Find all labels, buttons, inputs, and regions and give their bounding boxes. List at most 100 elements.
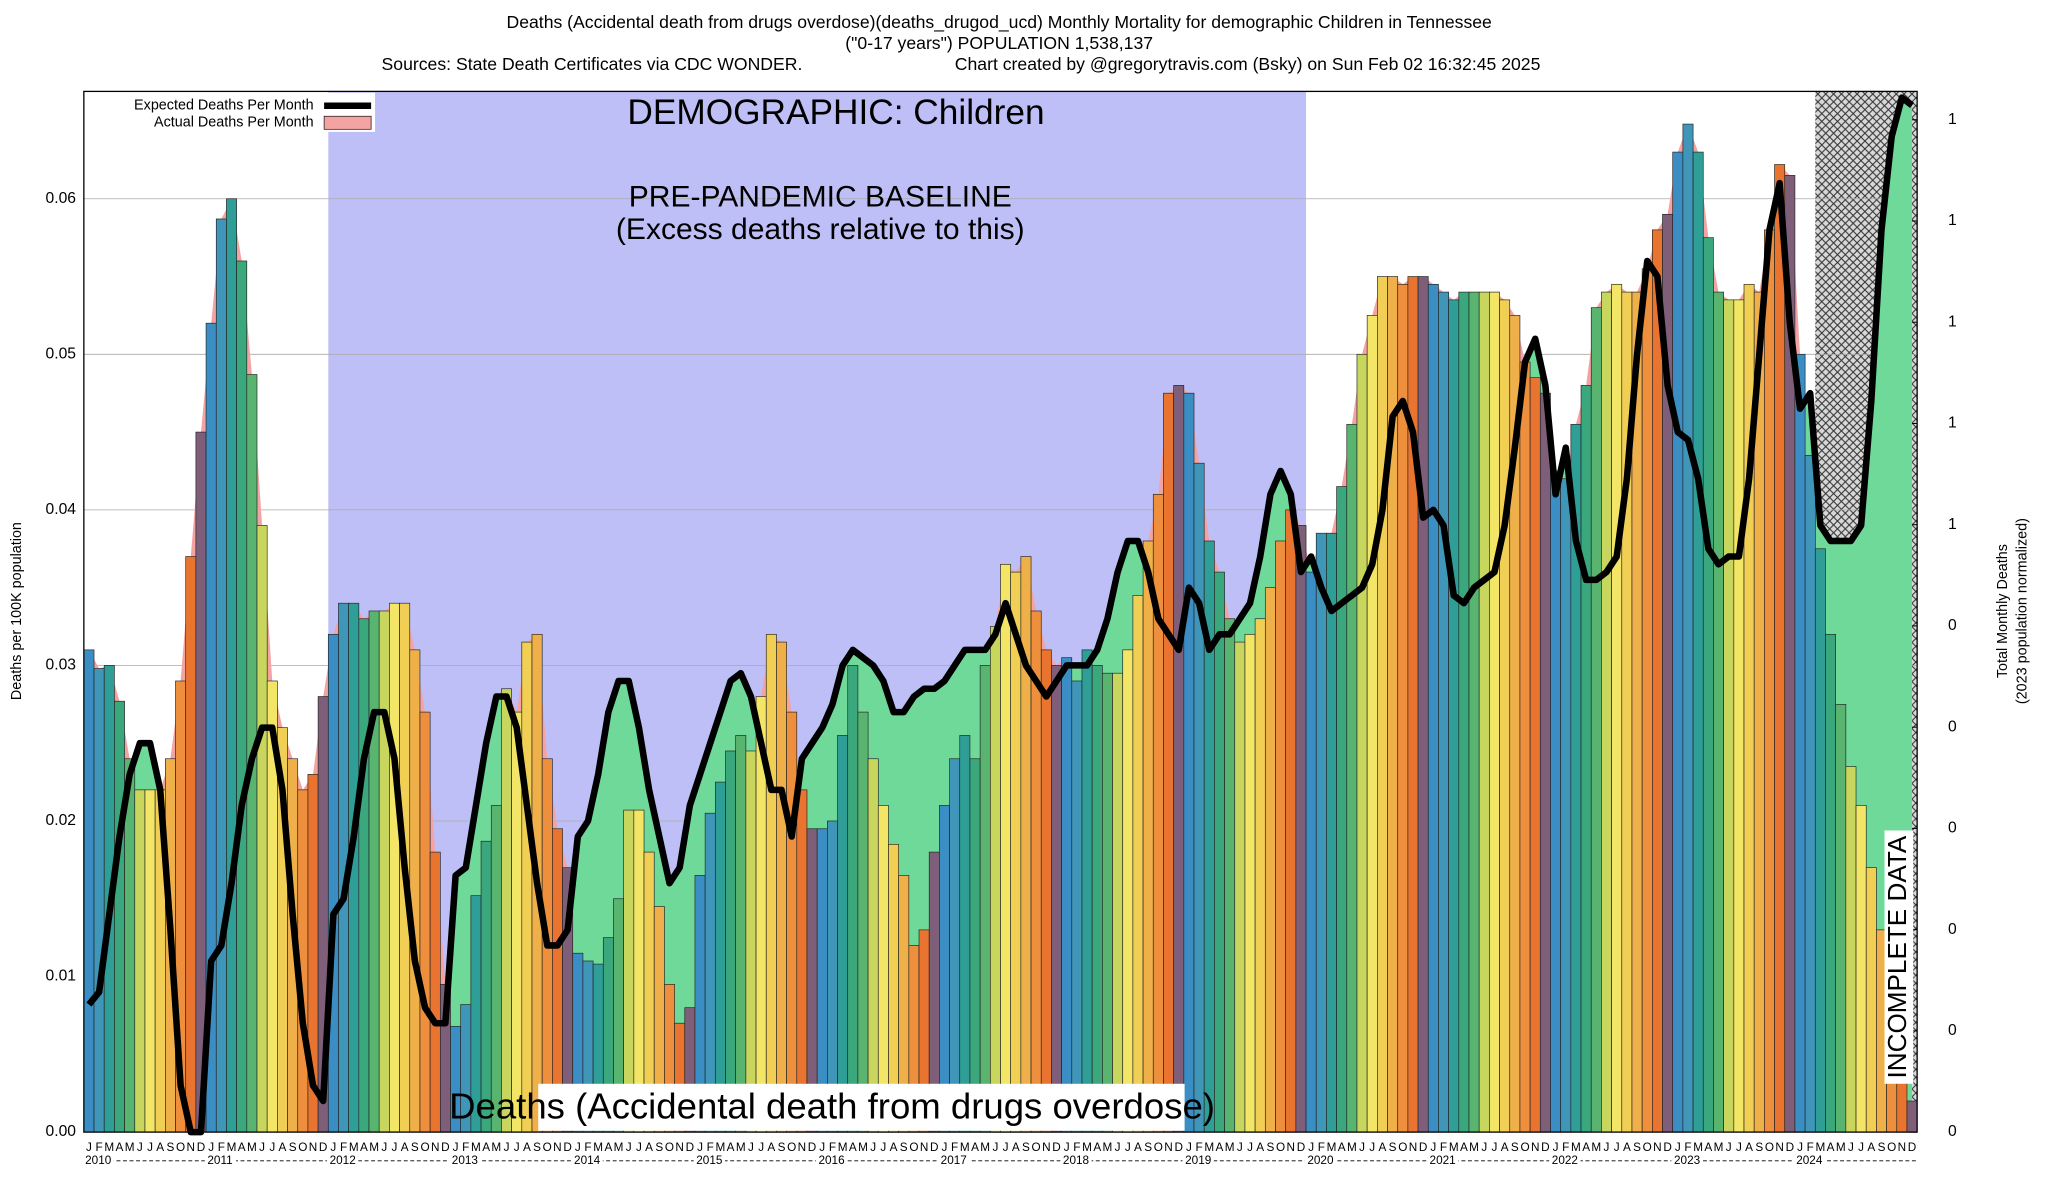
annotation: PRE-PANDEMIC BASELINE bbox=[629, 180, 1012, 213]
x-tick-label: F bbox=[340, 1141, 347, 1154]
x-tick-label: M bbox=[1449, 1141, 1459, 1154]
x-tick-label: J bbox=[1247, 1141, 1253, 1154]
x-tick-label: F bbox=[1318, 1141, 1325, 1154]
x-tick-label: M bbox=[1225, 1141, 1235, 1154]
x-tick-label: A bbox=[1501, 1141, 1509, 1154]
x-tick-label: J bbox=[1115, 1141, 1121, 1154]
year-bg bbox=[693, 1154, 725, 1168]
bar bbox=[358, 618, 370, 1133]
year-label: 2018 bbox=[1063, 1154, 1090, 1167]
x-tick-label: M bbox=[838, 1141, 848, 1154]
x-tick-label: J bbox=[330, 1141, 336, 1154]
x-tick-label: J bbox=[1604, 1141, 1610, 1154]
x-tick-label: M bbox=[369, 1141, 379, 1154]
x-tick-label: O bbox=[176, 1141, 185, 1154]
annotation: (Excess deaths relative to this) bbox=[616, 213, 1025, 246]
y-tick-label: 0.04 bbox=[46, 501, 77, 518]
x-tick-label: J bbox=[1492, 1141, 1498, 1154]
x-tick-label: S bbox=[1633, 1141, 1641, 1154]
year-label: 2024 bbox=[1796, 1154, 1823, 1167]
x-tick-label: A bbox=[1012, 1141, 1020, 1154]
bar bbox=[1000, 563, 1012, 1133]
x-tick-label: M bbox=[491, 1141, 501, 1154]
bar bbox=[521, 641, 533, 1133]
bar bbox=[1519, 361, 1531, 1133]
x-tick-label: J bbox=[758, 1141, 764, 1154]
x-tick-label: M bbox=[1204, 1141, 1214, 1154]
x-tick-label: M bbox=[125, 1141, 135, 1154]
x-tick-label: F bbox=[1684, 1141, 1691, 1154]
x-tick-label: M bbox=[980, 1141, 990, 1154]
year-label: 2016 bbox=[818, 1154, 845, 1167]
x-tick-label: J bbox=[1064, 1141, 1070, 1154]
y-tick-label: 0.01 bbox=[46, 968, 76, 985]
x-tick-label: J bbox=[147, 1141, 153, 1154]
y2-tick-label: 0 bbox=[1948, 820, 1957, 837]
y2-axis-title: (2023 population normalized) bbox=[2015, 518, 2031, 704]
y2-axis-title: Total Monthly Deaths bbox=[1995, 544, 2011, 678]
bar bbox=[949, 758, 961, 1133]
x-tick-label: N bbox=[1653, 1141, 1662, 1154]
year-bg bbox=[326, 1154, 359, 1168]
x-tick-label: J bbox=[514, 1141, 520, 1154]
x-tick-label: M bbox=[1103, 1141, 1113, 1154]
x-tick-label: D bbox=[1786, 1141, 1795, 1154]
bar bbox=[1672, 151, 1684, 1133]
bar bbox=[959, 735, 971, 1133]
year-bg bbox=[449, 1154, 481, 1168]
bar bbox=[1102, 672, 1113, 1133]
x-tick-label: J bbox=[636, 1141, 642, 1154]
bar bbox=[1407, 276, 1419, 1133]
x-tick-label: S bbox=[289, 1141, 297, 1154]
bar bbox=[1702, 237, 1714, 1133]
bar bbox=[409, 649, 421, 1133]
x-tick-label: M bbox=[1082, 1141, 1092, 1154]
x-tick-label: D bbox=[1297, 1141, 1306, 1154]
x-tick-label: A bbox=[1338, 1141, 1346, 1154]
bar bbox=[867, 758, 879, 1133]
x-tick-label: S bbox=[900, 1141, 908, 1154]
chart-title: Deaths (Accidental death from drugs over… bbox=[507, 12, 1493, 33]
bar bbox=[215, 218, 227, 1133]
x-tick-label: A bbox=[604, 1141, 612, 1154]
x-tick-label: A bbox=[238, 1141, 246, 1154]
x-tick-label: A bbox=[1256, 1141, 1264, 1154]
bar bbox=[1835, 703, 1847, 1133]
x-tick-label: F bbox=[1073, 1141, 1080, 1154]
y-axis-title: Deaths per 100K population bbox=[9, 522, 25, 700]
x-tick-label: S bbox=[411, 1141, 419, 1154]
sources: Sources: State Death Certificates via CD… bbox=[382, 54, 803, 74]
x-tick-label: J bbox=[1736, 1141, 1742, 1154]
x-tick-label: J bbox=[1553, 1141, 1559, 1154]
bar bbox=[1448, 299, 1460, 1133]
bar bbox=[1285, 509, 1297, 1133]
x-tick-label: S bbox=[1511, 1141, 1519, 1154]
x-tick-label: J bbox=[992, 1141, 998, 1154]
year-bg bbox=[204, 1154, 237, 1168]
bar bbox=[989, 626, 1001, 1133]
x-tick-label: A bbox=[523, 1141, 531, 1154]
bar bbox=[714, 781, 726, 1133]
bar bbox=[1326, 532, 1337, 1133]
x-tick-label: N bbox=[431, 1141, 440, 1154]
x-tick-label: O bbox=[787, 1141, 796, 1154]
annotation-bg bbox=[1884, 830, 1914, 1084]
x-tick-label: J bbox=[1359, 1141, 1365, 1154]
x-tick-label: A bbox=[1460, 1141, 1468, 1154]
legend-label: Expected Deaths Per Month bbox=[134, 98, 314, 114]
x-tick-label: M bbox=[593, 1141, 603, 1154]
bar bbox=[786, 711, 798, 1133]
year-label: 2013 bbox=[452, 1154, 479, 1167]
bar bbox=[1193, 462, 1205, 1133]
x-tick-label: J bbox=[697, 1141, 703, 1154]
x-tick-label: J bbox=[137, 1141, 143, 1154]
x-tick-label: A bbox=[360, 1141, 368, 1154]
bar bbox=[1794, 353, 1806, 1133]
x-tick-label: A bbox=[971, 1141, 979, 1154]
bar bbox=[1550, 470, 1561, 1133]
y-tick-label: 0.06 bbox=[46, 190, 77, 207]
x-tick-label: F bbox=[1807, 1141, 1814, 1154]
x-tick-label: A bbox=[1704, 1141, 1712, 1154]
bar bbox=[236, 260, 248, 1133]
